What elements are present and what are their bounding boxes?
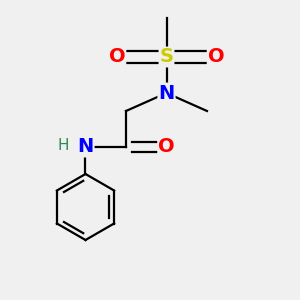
Text: O: O [109, 47, 125, 67]
Text: S: S [160, 47, 173, 67]
Text: H: H [57, 138, 69, 153]
Text: O: O [208, 47, 224, 67]
Text: N: N [77, 137, 94, 157]
Text: O: O [158, 137, 175, 157]
Text: N: N [158, 83, 175, 103]
